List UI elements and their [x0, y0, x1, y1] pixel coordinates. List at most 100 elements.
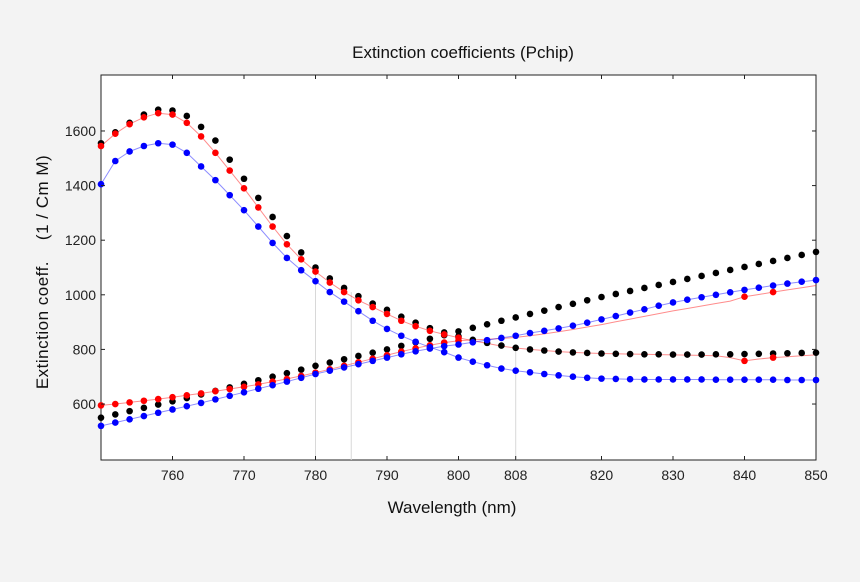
data-point: [655, 302, 662, 310]
x-axis-label: Wavelength (nm): [388, 498, 517, 517]
data-point: [498, 342, 505, 349]
data-point: [412, 348, 419, 355]
data-point: [541, 347, 548, 354]
x-tick-label: 770: [232, 467, 256, 483]
data-point: [126, 416, 133, 423]
y-tick-label: 1600: [65, 123, 96, 139]
data-point: [698, 272, 705, 280]
data-point: [812, 276, 820, 284]
data-point: [698, 351, 705, 358]
data-point: [769, 257, 777, 265]
data-point: [555, 303, 562, 311]
data-point: [784, 376, 791, 384]
data-point: [197, 390, 205, 397]
data-point: [698, 293, 705, 301]
data-point: [741, 263, 748, 271]
data-point: [355, 296, 362, 304]
data-point: [641, 376, 648, 383]
data-point: [483, 361, 491, 369]
x-tick-label: 850: [804, 467, 828, 483]
data-point: [126, 148, 133, 155]
data-point: [569, 300, 577, 308]
data-point: [197, 399, 205, 407]
data-point: [541, 327, 548, 335]
data-point: [297, 256, 305, 263]
data-point: [383, 325, 391, 333]
data-point: [512, 367, 519, 375]
data-point: [183, 112, 191, 120]
data-point: [340, 288, 348, 296]
data-point: [297, 249, 305, 256]
data-point: [526, 329, 534, 337]
y-axis-label: Extinction coeff. (1 / Cm M): [33, 155, 52, 389]
data-point: [212, 396, 219, 403]
data-point: [626, 375, 634, 383]
data-point: [769, 376, 777, 384]
data-point: [140, 142, 148, 150]
data-point: [598, 350, 605, 357]
data-point: [197, 163, 205, 170]
data-point: [183, 149, 191, 157]
data-point: [598, 293, 605, 301]
data-point: [126, 399, 133, 406]
data-point: [583, 374, 591, 382]
x-axis-ticks: 760 770 780 790 800 808 820 830 840 850: [161, 75, 828, 483]
data-point: [440, 342, 448, 350]
data-point: [212, 387, 219, 395]
data-point: [226, 392, 233, 400]
data-point: [755, 284, 763, 292]
data-point: [440, 348, 448, 356]
data-point: [798, 376, 805, 384]
data-point: [812, 248, 820, 256]
data-point: [712, 351, 720, 358]
data-point: [555, 325, 562, 332]
data-point: [426, 327, 434, 335]
data-point: [541, 307, 548, 314]
data-point: [355, 307, 362, 315]
data-point: [383, 346, 391, 353]
data-point: [426, 335, 434, 343]
data-point: [755, 350, 763, 358]
data-point: [440, 331, 448, 338]
data-point: [140, 114, 148, 121]
data-point: [569, 349, 577, 356]
data-point: [169, 141, 176, 148]
data-point: [97, 180, 105, 188]
data-point: [812, 376, 820, 384]
x-tick-label: 820: [590, 467, 614, 483]
data-point: [726, 289, 734, 296]
y-tick-label: 1400: [65, 178, 96, 194]
data-point: [784, 280, 791, 287]
data-point: [197, 133, 205, 140]
data-point: [512, 344, 519, 352]
data-point: [112, 419, 119, 426]
data-point: [254, 194, 262, 202]
data-point: [226, 191, 233, 199]
data-point: [583, 349, 591, 357]
data-point: [240, 175, 248, 183]
data-point: [669, 299, 677, 306]
data-point: [169, 111, 176, 118]
data-point: [97, 414, 105, 421]
data-point: [369, 349, 377, 356]
data-point: [140, 397, 148, 405]
data-point: [598, 375, 605, 382]
data-point: [641, 351, 648, 358]
data-point: [312, 362, 319, 370]
y-tick-label: 1200: [65, 232, 96, 248]
data-point: [641, 305, 648, 313]
data-point: [784, 254, 791, 262]
data-point: [355, 360, 362, 368]
data-point: [240, 206, 248, 214]
data-point: [698, 376, 705, 383]
data-point: [726, 351, 734, 358]
data-point: [755, 376, 763, 384]
data-point: [312, 277, 319, 285]
data-point: [326, 279, 334, 286]
data-point: [326, 288, 334, 296]
data-point: [283, 232, 291, 240]
data-point: [240, 383, 248, 391]
data-point: [398, 342, 405, 350]
y-tick-label: 600: [73, 396, 97, 412]
